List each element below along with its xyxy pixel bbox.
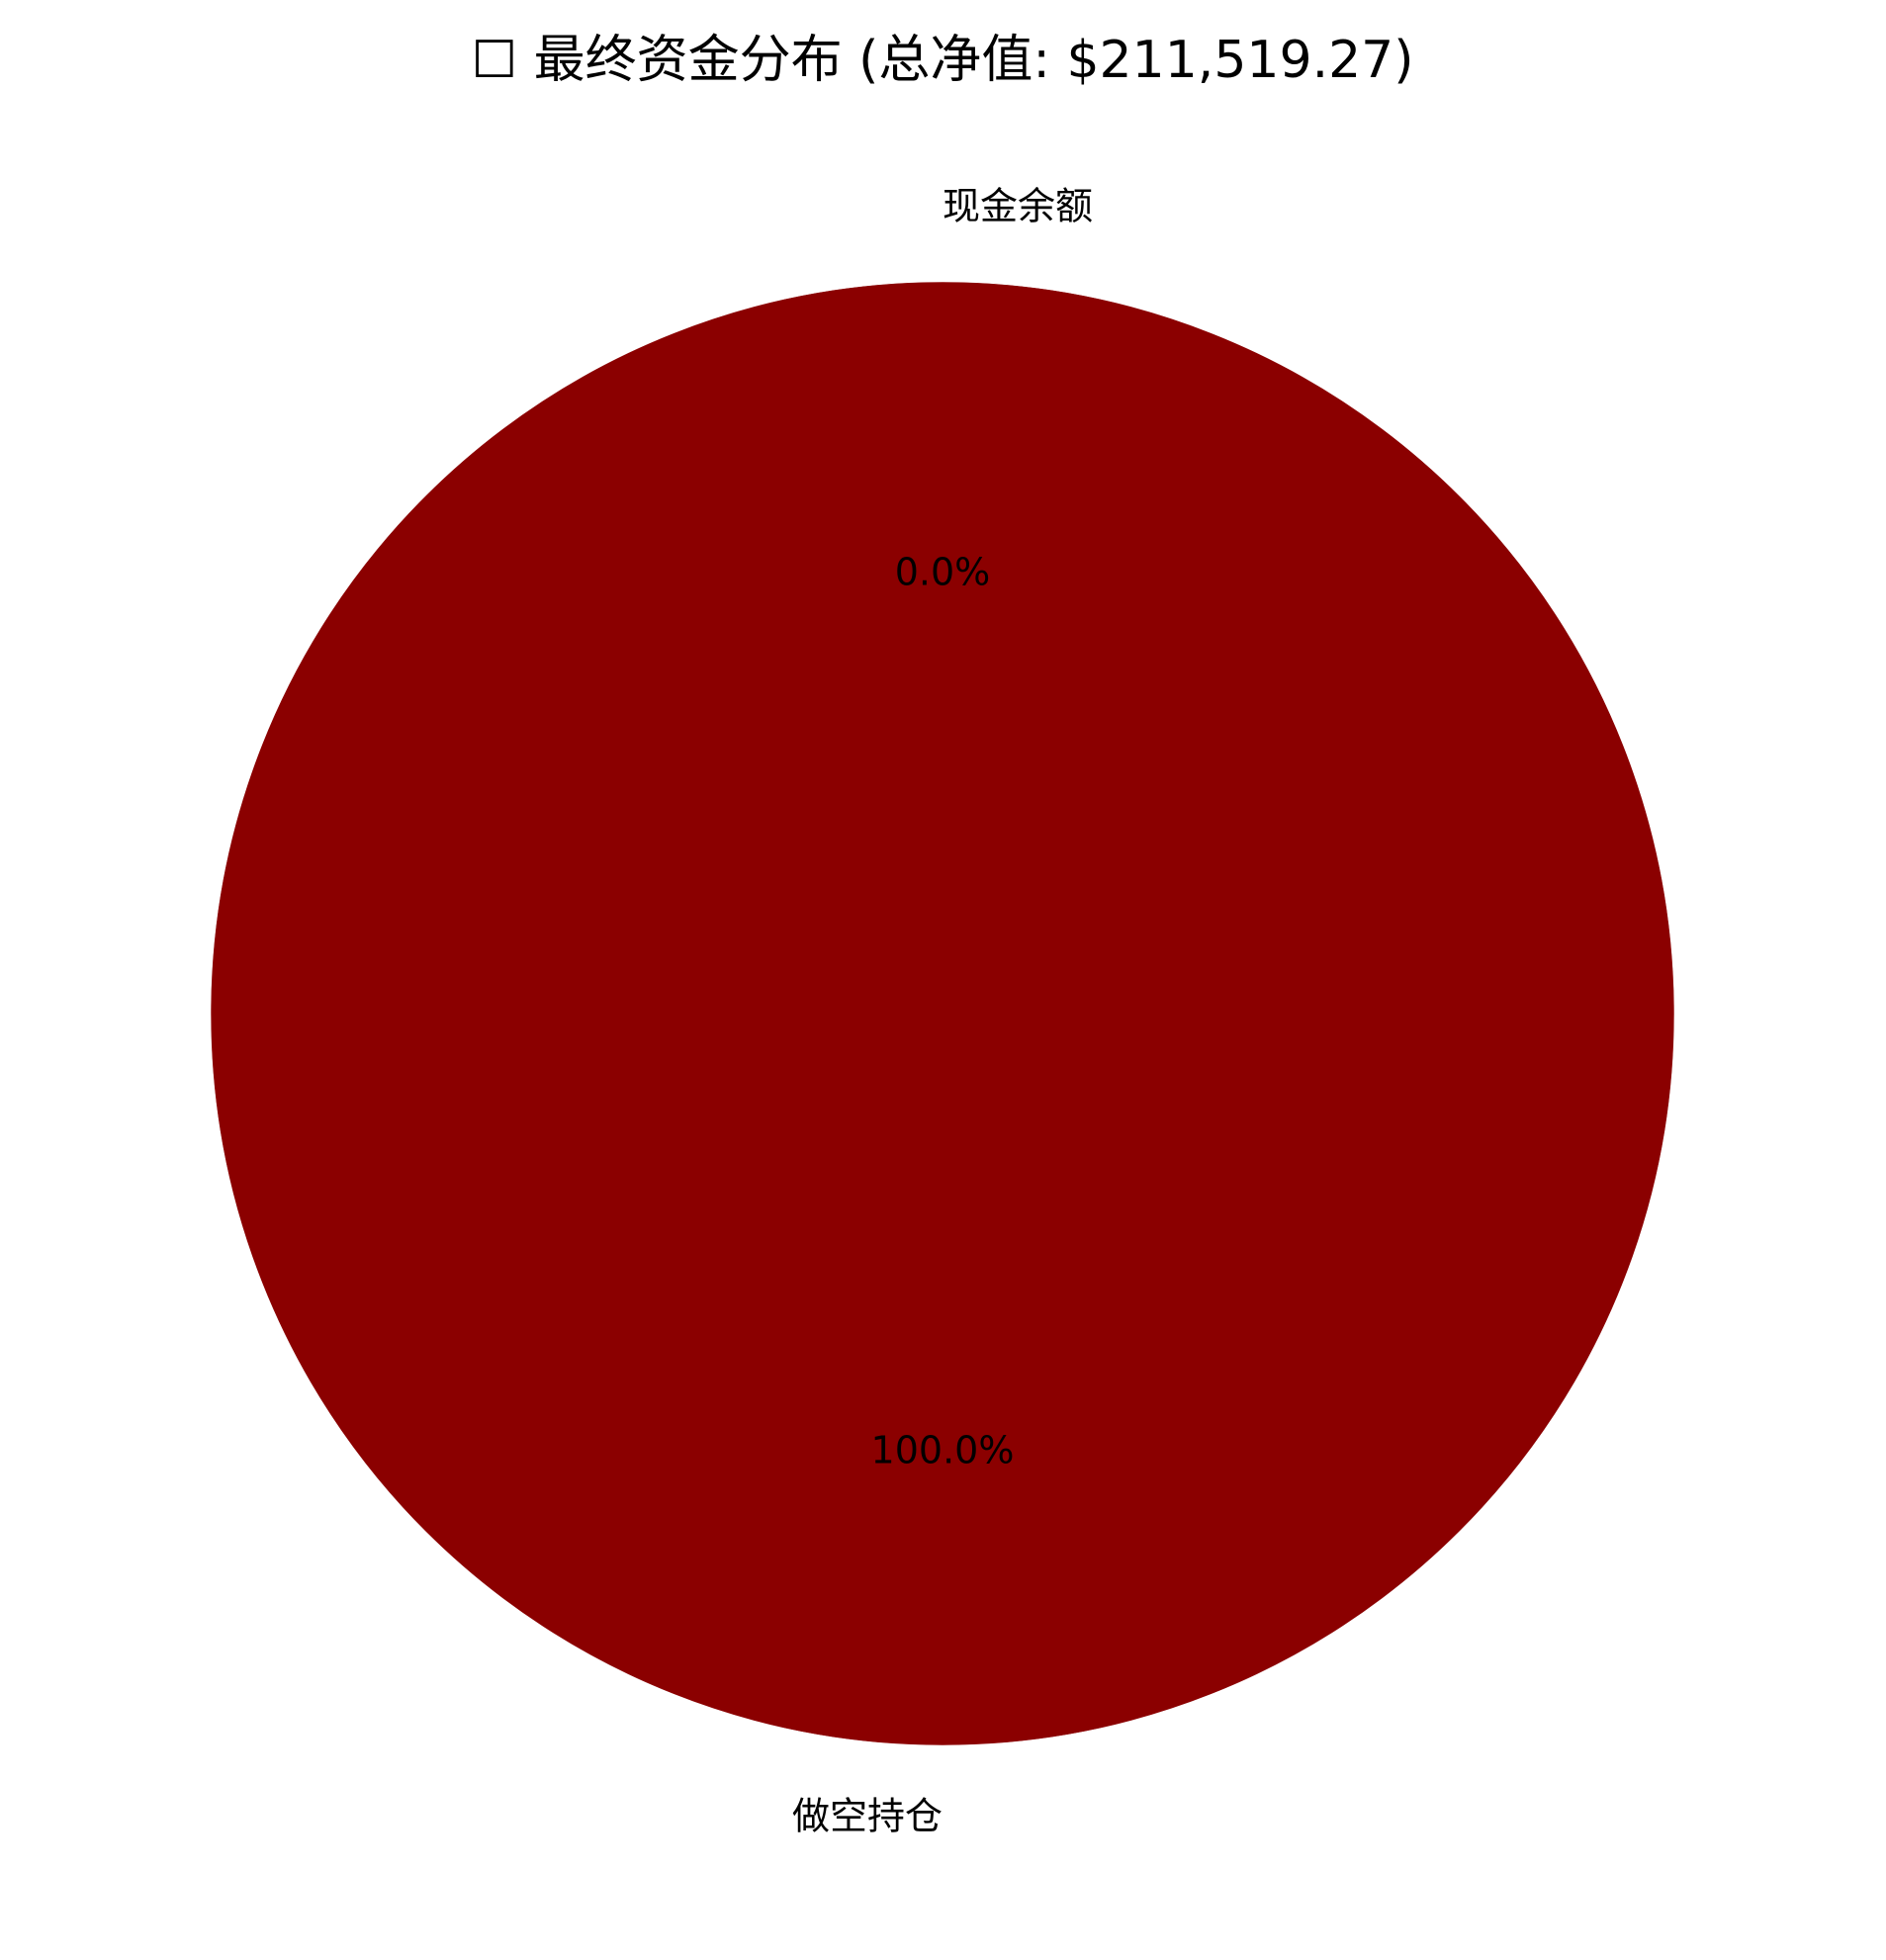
slice-label-0: 现金余额 [943, 185, 1093, 228]
chart-title: ☐ 最终资金分布 (总净值: $211,519.27) [471, 31, 1413, 90]
slice-pct-label-1: 100.0% [871, 1429, 1015, 1472]
pie-slice-1 [210, 281, 1675, 1746]
slice-label-1: 做空持仓 [792, 1795, 943, 1838]
pie-labels: 现金余额 0.0% 做空持仓 100.0% [792, 185, 1093, 1838]
pie-slices [210, 281, 1675, 1746]
slice-pct-label-0: 0.0% [895, 551, 991, 594]
